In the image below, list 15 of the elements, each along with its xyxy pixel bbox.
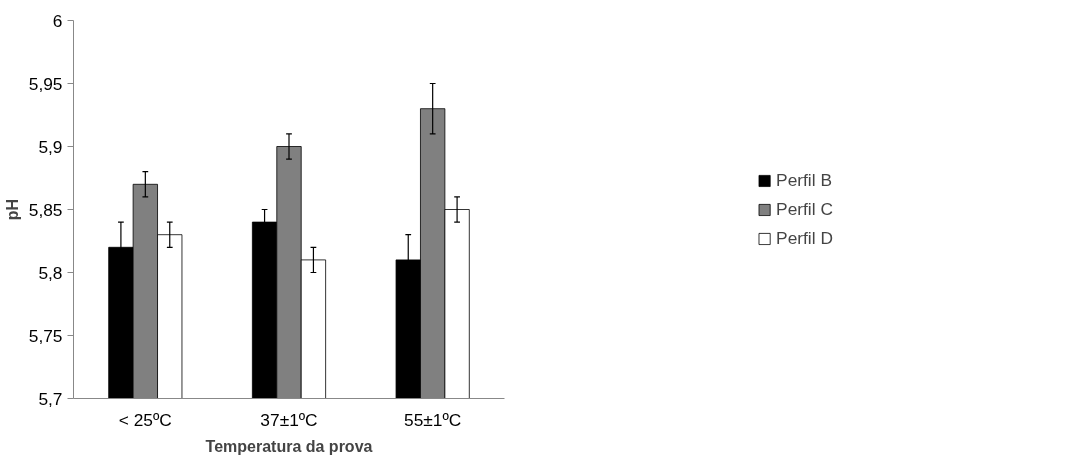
legend-label: Perfil D: [776, 227, 833, 249]
x-axis-title: Temperatura da prova: [205, 437, 373, 455]
y-tick-label: 6: [52, 10, 63, 31]
x-tick-label: < 25ºC: [118, 409, 172, 430]
y-tick-label: 5,75: [28, 325, 63, 346]
y-tick-label: 5,95: [28, 73, 63, 94]
legend-label: Perfil B: [776, 169, 832, 191]
y-tick-label: 5,85: [28, 199, 63, 220]
y-axis-title: pH: [3, 198, 21, 221]
y-tick-label: 5,7: [38, 388, 63, 409]
x-tick-label: 55±1ºC: [404, 409, 462, 430]
y-tick-label: 5,8: [38, 262, 63, 283]
x-tick-label: 37±1ºC: [260, 409, 318, 430]
legend-label: Perfil C: [776, 198, 833, 220]
y-tick-label: 5,9: [38, 136, 63, 157]
